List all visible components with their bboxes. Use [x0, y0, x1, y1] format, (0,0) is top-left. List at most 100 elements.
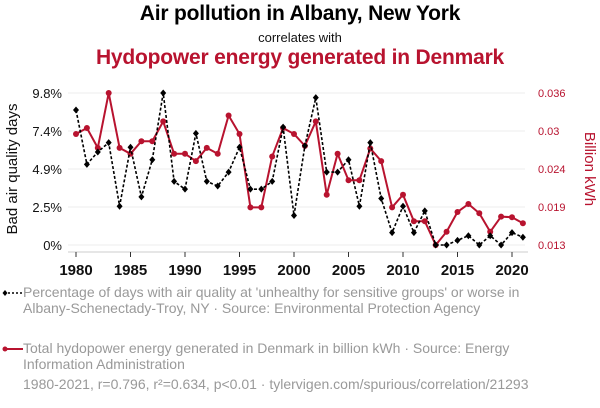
- data-point-hydropower: [203, 144, 210, 151]
- data-point-air-pollution: [182, 185, 188, 193]
- data-point-air-pollution: [421, 207, 428, 215]
- data-point-hydropower: [421, 218, 428, 225]
- data-point-hydropower: [498, 213, 505, 220]
- data-point-hydropower: [83, 125, 90, 132]
- x-tick-label: 2010: [386, 262, 419, 279]
- data-point-hydropower: [410, 218, 417, 225]
- gridlines: [68, 92, 525, 246]
- data-point-hydropower: [334, 150, 341, 157]
- data-point-hydropower: [400, 191, 406, 198]
- data-point-air-pollution: [214, 182, 221, 190]
- data-point-air-pollution: [116, 202, 123, 210]
- data-point-hydropower: [487, 228, 494, 235]
- axes: 0% 2.5% 4.9% 7.4% 9.8% 0.013 0.019 0.024 0.03 0.0…: [32, 86, 565, 279]
- data-point-hydropower: [192, 158, 199, 165]
- data-point-air-pollution: [192, 129, 199, 137]
- x-tick-label: 1995: [223, 262, 256, 279]
- data-point-hydropower: [73, 130, 79, 137]
- data-point-hydropower: [258, 204, 265, 211]
- data-point-hydropower: [214, 150, 221, 157]
- data-point-air-pollution: [443, 241, 450, 249]
- chart-title: Air pollution in Albany, New York: [139, 2, 461, 25]
- data-point-air-pollution: [334, 168, 341, 176]
- data-point-hydropower: [345, 177, 352, 184]
- data-point-hydropower: [94, 144, 101, 151]
- x-tick-label: 2015: [441, 262, 474, 279]
- data-point-air-pollution: [83, 160, 90, 168]
- data-point-hydropower: [519, 220, 526, 227]
- data-point-hydropower: [443, 228, 450, 235]
- data-point-air-pollution: [432, 241, 439, 249]
- data-point-air-pollution: [94, 148, 101, 156]
- data-point-hydropower: [149, 138, 156, 145]
- y-tick-label-right: 0.019: [538, 202, 566, 214]
- data-point-air-pollution: [312, 94, 319, 102]
- data-point-air-pollution: [487, 232, 494, 240]
- data-point-air-pollution: [171, 177, 178, 185]
- data-point-air-pollution: [258, 185, 265, 193]
- data-point-air-pollution: [280, 123, 287, 131]
- data-point-air-pollution: [378, 194, 385, 202]
- data-point-hydropower: [105, 90, 112, 96]
- chart-svg: 0% 2.5% 4.9% 7.4% 9.8% 0.013 0.019 0.024 0.03 0.0…: [4, 86, 598, 279]
- y-tick-label-right: 0.036: [538, 88, 566, 100]
- y-tick-label-left: 2.5%: [32, 200, 62, 215]
- data-point-air-pollution: [160, 89, 167, 97]
- y-tick-label-left: 0%: [43, 238, 62, 253]
- y-tick-label-right: 0.024: [538, 164, 566, 176]
- data-point-hydropower: [138, 138, 145, 145]
- y-tick-label-left: 4.9%: [32, 162, 62, 177]
- x-tick-label: 2005: [332, 262, 365, 279]
- legend-text-series1: Percentage of days with air quality at '…: [23, 284, 520, 316]
- data-point-hydropower: [116, 144, 123, 151]
- y-axis-label-right: Billion kWh: [581, 132, 598, 206]
- data-point-air-pollution: [465, 232, 472, 240]
- data-point-hydropower: [247, 204, 254, 211]
- legend-swatch-solid-circle-icon: [2, 346, 23, 352]
- x-tick-label: 2020: [495, 262, 528, 279]
- data-point-air-pollution: [225, 168, 232, 176]
- data-point-hydropower: [160, 118, 167, 125]
- data-point-air-pollution: [203, 177, 210, 185]
- data-point-air-pollution: [356, 202, 363, 210]
- data-point-hydropower: [323, 191, 330, 198]
- footer-stats: 1980-2021, r=0.796, r²=0.634, p<0.01 · t…: [23, 376, 529, 392]
- data-point-air-pollution: [367, 139, 374, 147]
- data-point-air-pollution: [247, 185, 254, 193]
- data-point-hydropower: [182, 150, 188, 157]
- series-group: [73, 89, 526, 249]
- data-point-hydropower: [476, 210, 483, 217]
- y-axis-label-left: Bad air quality days: [4, 104, 21, 235]
- data-point-air-pollution: [127, 143, 134, 151]
- x-tick-label: 2000: [277, 262, 310, 279]
- y-tick-label-left: 7.4%: [32, 124, 62, 139]
- data-point-hydropower: [312, 118, 319, 125]
- data-point-hydropower: [389, 204, 396, 211]
- data-point-air-pollution: [410, 229, 417, 237]
- data-point-air-pollution: [400, 202, 406, 210]
- data-point-air-pollution: [149, 156, 156, 164]
- data-point-air-pollution: [301, 142, 308, 150]
- chart-title-secondary: Hydopower energy generated in Denmark: [95, 46, 505, 69]
- legend-text-series2: Total hydopower energy generated in Denm…: [23, 340, 510, 372]
- x-tick-label: 1985: [114, 262, 147, 279]
- data-point-hydropower: [509, 214, 515, 221]
- data-point-hydropower: [356, 177, 363, 184]
- data-point-air-pollution: [498, 241, 505, 249]
- x-tick-label: 1990: [168, 262, 201, 279]
- y-tick-label-left: 9.8%: [32, 86, 62, 101]
- data-point-air-pollution: [236, 143, 243, 151]
- data-point-air-pollution: [509, 229, 515, 237]
- y-tick-label-right: 0.013: [538, 240, 566, 252]
- data-point-air-pollution: [138, 193, 145, 201]
- data-point-air-pollution: [323, 168, 330, 176]
- legend-swatch-dashed-diamond-icon: [2, 290, 23, 296]
- data-point-air-pollution: [454, 236, 461, 244]
- data-point-air-pollution: [105, 139, 112, 147]
- data-point-air-pollution: [345, 156, 352, 164]
- data-point-air-pollution: [269, 177, 276, 185]
- data-point-air-pollution: [519, 233, 526, 241]
- data-point-air-pollution: [73, 106, 79, 114]
- data-point-hydropower: [171, 150, 178, 157]
- data-point-air-pollution: [389, 229, 396, 237]
